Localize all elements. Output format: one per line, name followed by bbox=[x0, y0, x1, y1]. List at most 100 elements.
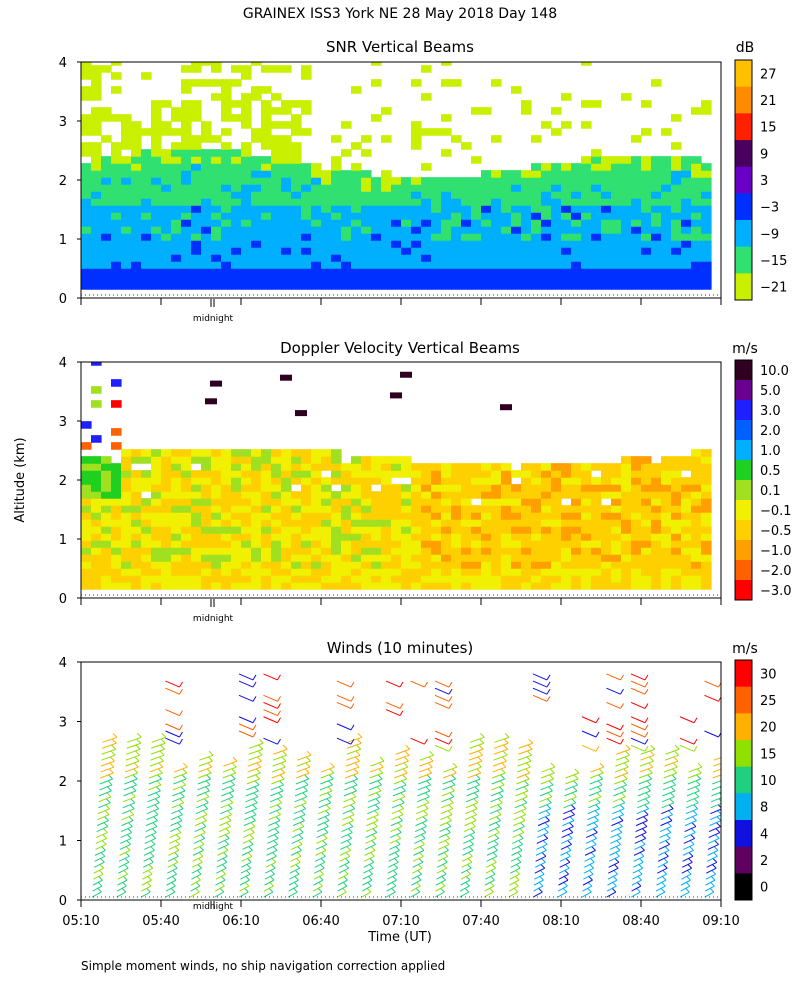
doppler-cell bbox=[331, 449, 342, 457]
snr-cell bbox=[541, 247, 552, 255]
wind-barb bbox=[420, 840, 425, 845]
doppler-cell bbox=[691, 533, 702, 541]
doppler-cell bbox=[511, 491, 522, 499]
doppler-cell bbox=[481, 533, 492, 541]
snr-cell bbox=[111, 226, 122, 234]
snr-cell bbox=[531, 240, 542, 248]
doppler-cell bbox=[491, 484, 502, 492]
wind-barb bbox=[108, 774, 114, 780]
wind-barb bbox=[716, 816, 721, 821]
wind-barb bbox=[419, 754, 434, 761]
wind-barb bbox=[229, 792, 234, 798]
doppler-cell bbox=[241, 491, 252, 499]
doppler-cell bbox=[251, 533, 262, 541]
snr-cell bbox=[111, 261, 122, 269]
snr-cell bbox=[81, 93, 92, 101]
wind-barb bbox=[292, 826, 305, 833]
doppler-cell bbox=[421, 568, 432, 576]
doppler-cell bbox=[361, 561, 372, 569]
wind-barb bbox=[367, 875, 373, 881]
doppler-cell bbox=[451, 512, 462, 520]
snr-cell bbox=[421, 275, 432, 283]
snr-cell bbox=[601, 170, 612, 178]
wind-barb bbox=[639, 772, 653, 779]
wind-barb bbox=[662, 869, 667, 875]
wind-barb bbox=[599, 762, 605, 768]
colorbar-swatch bbox=[735, 820, 752, 848]
doppler-cell bbox=[171, 554, 182, 562]
doppler-cell bbox=[581, 547, 592, 555]
snr-cell bbox=[121, 226, 132, 234]
doppler-cell bbox=[81, 519, 92, 527]
wind-barb bbox=[445, 834, 451, 839]
wind-barb bbox=[148, 863, 154, 869]
wind-barb bbox=[263, 702, 278, 709]
wind-barb bbox=[195, 814, 208, 821]
wind-barb bbox=[718, 696, 721, 702]
snr-cell bbox=[611, 282, 622, 290]
wind-barb bbox=[388, 849, 400, 856]
doppler-cell bbox=[431, 575, 442, 583]
snr-cell bbox=[311, 282, 322, 290]
snr-cell bbox=[91, 205, 102, 213]
wind-barb bbox=[222, 857, 228, 863]
wind-barb bbox=[691, 822, 697, 827]
wind-barb bbox=[399, 703, 404, 709]
wind-barb bbox=[546, 798, 552, 804]
wind-barb bbox=[447, 810, 453, 816]
doppler-cell bbox=[691, 477, 702, 485]
doppler-cell bbox=[671, 491, 682, 499]
snr-cell bbox=[291, 170, 302, 178]
doppler-cell bbox=[431, 568, 442, 576]
wind-barb bbox=[196, 796, 210, 803]
snr-cell bbox=[501, 275, 512, 283]
wind-barb bbox=[616, 748, 631, 755]
doppler-cell bbox=[521, 491, 532, 499]
doppler-cell bbox=[391, 519, 402, 527]
wind-barb bbox=[591, 840, 597, 845]
doppler-cell bbox=[221, 582, 232, 590]
doppler-cell bbox=[81, 526, 92, 534]
wind-barb bbox=[218, 832, 231, 838]
wind-barb bbox=[607, 879, 618, 886]
wind-barb bbox=[298, 828, 304, 833]
doppler-cell bbox=[441, 554, 452, 562]
doppler-cell bbox=[281, 519, 292, 527]
snr-cell bbox=[241, 191, 252, 199]
snr-cell bbox=[371, 282, 382, 290]
wind-barb bbox=[589, 857, 595, 863]
wind-barb bbox=[709, 814, 721, 821]
wind-barb bbox=[712, 774, 721, 779]
midnight-label-snr: midnight bbox=[193, 314, 234, 324]
snr-cell bbox=[421, 247, 432, 255]
snr-cell bbox=[171, 163, 182, 171]
snr-cell bbox=[101, 254, 112, 262]
snr-cell bbox=[261, 268, 272, 276]
wind-barb bbox=[149, 851, 155, 857]
wind-barb bbox=[353, 774, 359, 780]
doppler-cell bbox=[351, 491, 362, 499]
wind-barb bbox=[547, 792, 553, 798]
doppler-cell bbox=[311, 554, 322, 562]
snr-cell bbox=[691, 198, 702, 206]
wind-barb bbox=[368, 784, 382, 791]
snr-cell bbox=[561, 212, 572, 220]
doppler-cell bbox=[581, 582, 592, 590]
doppler-cell bbox=[151, 554, 162, 562]
snr-cell bbox=[141, 247, 152, 255]
doppler-cell bbox=[591, 498, 602, 506]
snr-cell bbox=[91, 191, 102, 199]
doppler-cell bbox=[251, 498, 262, 506]
wind-barb bbox=[289, 861, 301, 868]
snr-cell bbox=[311, 233, 322, 241]
doppler-cell bbox=[121, 561, 132, 569]
snr-cell bbox=[281, 163, 292, 171]
wind-barb bbox=[563, 796, 577, 803]
snr-cell bbox=[201, 121, 212, 129]
doppler-cell bbox=[601, 470, 612, 478]
doppler-cell bbox=[331, 533, 342, 541]
doppler-cell bbox=[681, 568, 692, 576]
colorbar-label: −0.5 bbox=[760, 524, 792, 539]
doppler-cell bbox=[531, 477, 542, 485]
wind-barb bbox=[161, 732, 167, 738]
